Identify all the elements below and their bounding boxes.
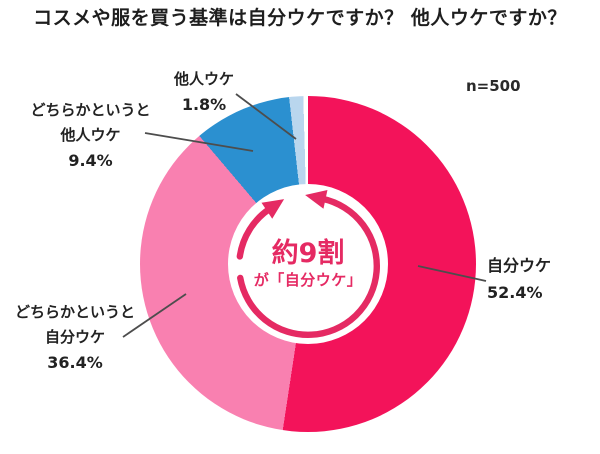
sample-size-label: n=500 [466,77,521,95]
callout-self-appeal: 自分ウケ 52.4% [487,252,597,306]
callout-others-appeal-label: 他人ウケ [173,70,234,88]
callout-rather-others-appeal-value: 9.4% [68,151,113,170]
callout-self-appeal-label: 自分ウケ [487,256,552,275]
callout-rather-self-appeal: どちらかというと 自分ウケ 36.4% [0,300,150,375]
callout-rather-self-appeal-value: 36.4% [47,353,103,372]
callout-rather-self-appeal-label2: 自分ウケ [44,328,105,346]
cycle-arrow-icon [236,190,380,338]
center-annotation-subline: が「自分ウケ」 [253,270,363,289]
chart-title-line1: コスメや服を買う基準は自分ウケですか？ [33,7,404,29]
callout-rather-others-appeal: どちらかというと 他人ウケ 9.4% [8,98,173,173]
donut-chart: 約9割 が「自分ウケ」 [140,96,476,432]
center-annotation-headline: 約9割 [271,237,345,269]
callout-others-appeal: 他人ウケ 1.8% [154,66,254,118]
donut-hole [228,184,388,344]
callout-self-appeal-value: 52.4% [487,283,543,302]
chart-title-line2: 他人ウケですか？ [410,7,567,29]
callout-rather-others-appeal-label1: どちらかというと [30,101,151,119]
center-annotation: 約9割 が「自分ウケ」 [228,184,388,344]
callout-others-appeal-value: 1.8% [181,95,227,114]
chart-title: コスメや服を買う基準は自分ウケですか？ 他人ウケですか？ [0,6,600,31]
callout-rather-self-appeal-label1: どちらかというと [14,303,135,321]
callout-rather-others-appeal-label2: 他人ウケ [60,126,121,144]
